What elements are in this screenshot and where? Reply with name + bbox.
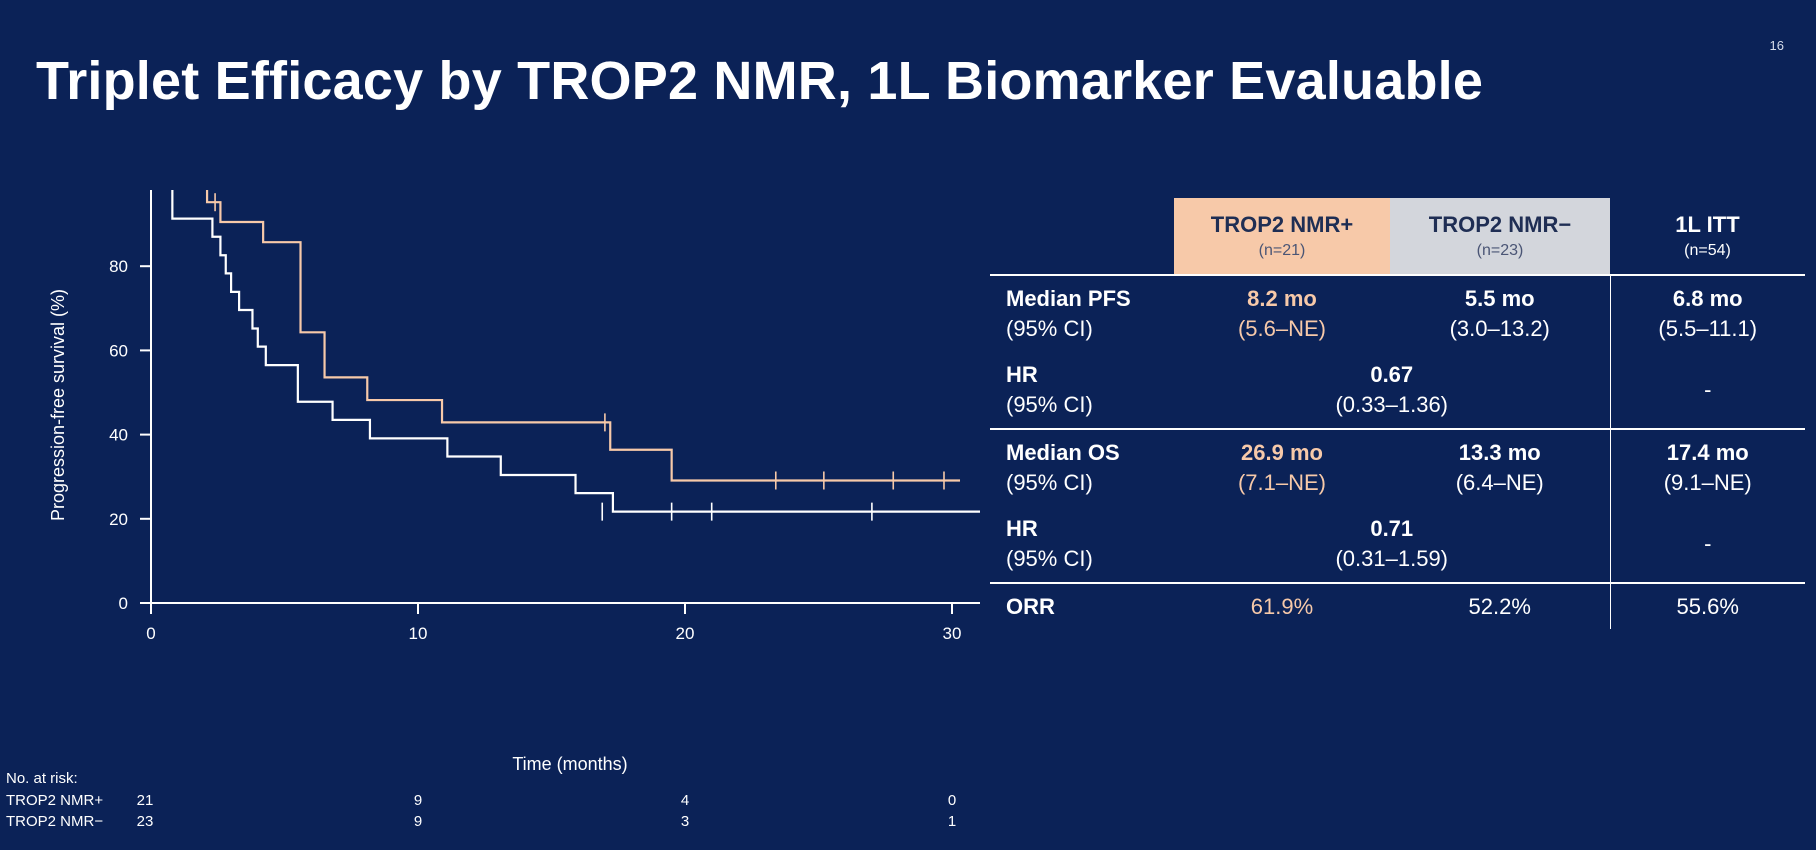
km-curve-nmr-positive — [205, 190, 961, 482]
header-itt-n: (n=54) — [1684, 242, 1731, 259]
median-pfs-ci-label: (95% CI) — [1006, 316, 1093, 341]
risk-value: 9 — [414, 792, 422, 809]
risk-value: 3 — [681, 813, 689, 830]
median-pfs-pos: 8.2 mo (5.6–NE) — [1174, 274, 1390, 352]
risk-table-title: No. at risk: — [6, 770, 78, 787]
row-label-hr-pfs: HR (95% CI) — [990, 352, 1174, 429]
median-os-itt-ci: (9.1–NE) — [1663, 470, 1752, 495]
km-curve-nmr-negative — [171, 190, 980, 513]
row-hr-pfs: HR (95% CI) 0.67 (0.33–1.36) - — [990, 352, 1805, 429]
hr-pfs-ci-label: (95% CI) — [1006, 392, 1093, 417]
hr-os-ci-label: (95% CI) — [1006, 546, 1093, 571]
page-number: 16 — [1769, 38, 1784, 53]
orr-neg: 52.2% — [1390, 582, 1610, 629]
median-pfs-pos-value: 8.2 mo — [1247, 286, 1317, 311]
median-os-neg-value: 13.3 mo — [1458, 440, 1541, 465]
median-os-ci-label: (95% CI) — [1006, 470, 1093, 495]
header-nmr-negative-n: (n=23) — [1476, 242, 1524, 259]
y-tick-label: 100 — [100, 190, 128, 192]
hr-pfs-itt: - — [1609, 352, 1805, 429]
risk-table: TROP2 NMR+ 21 9 4 0 TROP2 NMR− 23 9 3 1 — [6, 792, 956, 830]
orr-label-text: ORR — [1006, 593, 1055, 619]
row-median-pfs: Median PFS (95% CI) 8.2 mo (5.6–NE) 5.5 … — [990, 274, 1805, 352]
hr-os-cell: 0.71 (0.31–1.59) — [1174, 506, 1610, 583]
slide-title: Triplet Efficacy by TROP2 NMR, 1L Biomar… — [36, 51, 1484, 111]
x-tick-label: 10 — [409, 624, 428, 643]
y-tick-label: 80 — [109, 257, 128, 276]
hr-os-label: HR — [1006, 516, 1038, 541]
header-itt: 1L ITT (n=54) — [1610, 198, 1805, 275]
y-tick-label: 20 — [109, 510, 128, 529]
header-nmr-positive-label: TROP2 NMR+ — [1210, 212, 1354, 237]
chart-axes: 0 20 40 60 80 100 0 10 20 30 — [100, 190, 980, 643]
median-os-pos: 26.9 mo (7.1–NE) — [1174, 428, 1390, 506]
y-tick-label: 40 — [109, 426, 128, 445]
hr-pfs-value: 0.67 — [1370, 362, 1414, 387]
risk-value: 4 — [681, 792, 689, 809]
risk-value: 1 — [948, 813, 956, 830]
median-os-itt-value: 17.4 mo — [1666, 440, 1749, 465]
median-os-pos-ci: (7.1–NE) — [1237, 470, 1327, 495]
hr-pfs-label: HR — [1006, 362, 1038, 387]
row-label-median-pfs: Median PFS (95% CI) — [990, 274, 1174, 352]
hr-os-ci: (0.31–1.59) — [1335, 546, 1449, 571]
header-nmr-negative-label: TROP2 NMR− — [1428, 212, 1572, 237]
chart-curves — [171, 190, 980, 513]
orr-pos: 61.9% — [1174, 582, 1390, 629]
median-os-neg-ci: (6.4–NE) — [1455, 470, 1544, 495]
hr-pfs-ci: (0.33–1.36) — [1335, 392, 1449, 417]
results-table: TROP2 NMR+ (n=21) TROP2 NMR− (n=23) 1L I… — [990, 198, 1805, 629]
row-hr-os: HR (95% CI) 0.71 (0.31–1.59) - — [990, 506, 1805, 583]
y-axis-label: Progression-free survival (%) — [48, 289, 68, 521]
header-itt-label: 1L ITT — [1675, 212, 1740, 237]
median-pfs-itt-ci: (5.5–11.1) — [1658, 316, 1758, 341]
header-nmr-positive-n: (n=21) — [1258, 242, 1306, 259]
median-os-neg: 13.3 mo (6.4–NE) — [1390, 428, 1610, 506]
median-pfs-label: Median PFS — [1006, 286, 1131, 311]
risk-value: 23 — [137, 813, 154, 830]
median-pfs-pos-ci: (5.6–NE) — [1237, 316, 1327, 341]
median-os-label: Median OS — [1006, 440, 1120, 465]
median-pfs-neg: 5.5 mo (3.0–13.2) — [1390, 274, 1610, 352]
km-chart: 0204060801000102030 Time (months) Progre… — [6, 190, 980, 830]
hr-os-value: 0.71 — [1370, 516, 1414, 541]
row-label-median-os: Median OS (95% CI) — [990, 428, 1174, 506]
table-corner — [990, 198, 1174, 275]
median-pfs-neg-value: 5.5 mo — [1464, 286, 1535, 311]
median-os-itt: 17.4 mo (9.1–NE) — [1609, 428, 1805, 506]
median-pfs-neg-ci: (3.0–13.2) — [1449, 316, 1550, 341]
x-tick-label: 30 — [943, 624, 962, 643]
row-orr: ORR 61.9% 52.2% 55.6% — [990, 582, 1805, 629]
x-tick-label: 0 — [146, 624, 155, 643]
median-pfs-itt: 6.8 mo (5.5–11.1) — [1609, 274, 1805, 352]
orr-itt: 55.6% — [1609, 582, 1805, 629]
risk-row-label: TROP2 NMR+ — [6, 792, 103, 809]
header-nmr-negative: TROP2 NMR− (n=23) — [1390, 198, 1610, 275]
chart-censor-marks — [214, 193, 945, 521]
x-tick-label: 20 — [676, 624, 695, 643]
x-axis-label: Time (months) — [512, 754, 627, 774]
median-pfs-itt-value: 6.8 mo — [1672, 286, 1743, 311]
hr-pfs-cell: 0.67 (0.33–1.36) — [1174, 352, 1610, 429]
risk-value: 21 — [137, 792, 154, 809]
orr-label: ORR — [990, 582, 1174, 629]
header-nmr-positive: TROP2 NMR+ (n=21) — [1174, 198, 1390, 275]
risk-value: 0 — [948, 792, 956, 809]
risk-row-label: TROP2 NMR− — [6, 813, 103, 830]
median-os-pos-value: 26.9 mo — [1241, 440, 1323, 465]
y-tick-label: 0 — [119, 594, 128, 613]
risk-value: 9 — [414, 813, 422, 830]
y-tick-label: 60 — [109, 341, 128, 360]
row-label-hr-os: HR (95% CI) — [990, 506, 1174, 583]
row-median-os: Median OS (95% CI) 26.9 mo (7.1–NE) 13.3… — [990, 428, 1805, 506]
hr-os-itt: - — [1609, 506, 1805, 583]
